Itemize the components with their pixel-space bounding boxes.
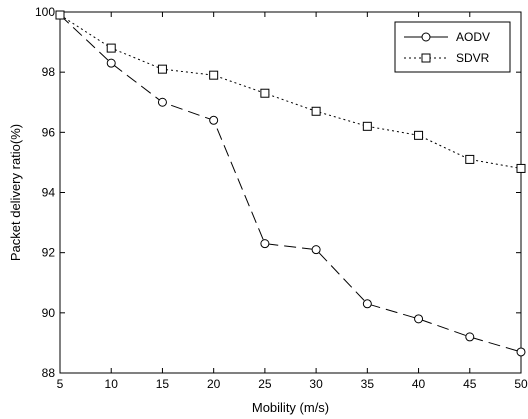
x-tick-label: 5 (57, 377, 64, 391)
data-point-aodv (516, 347, 526, 357)
y-tick-label: 88 (42, 366, 56, 380)
data-point-aodv (362, 299, 372, 309)
legend-marker-sdvr (421, 53, 431, 63)
data-point-aodv (209, 115, 219, 125)
data-point-sdvr (55, 10, 65, 20)
data-point-aodv (260, 239, 270, 249)
y-axis-label: Packet delivery ratio(%) (8, 124, 23, 261)
series-line-sdvr (59, 14, 522, 169)
y-tick-label: 100 (35, 5, 55, 19)
data-point-sdvr (157, 64, 167, 74)
data-point-sdvr (311, 106, 321, 116)
x-tick-label: 45 (463, 377, 477, 391)
data-point-aodv (106, 58, 116, 68)
x-tick-label: 15 (156, 377, 170, 391)
y-axis-ticks: 88 90 92 94 96 98 100 (35, 5, 521, 380)
x-tick-label: 50 (514, 377, 528, 391)
data-point-sdvr (414, 130, 424, 140)
y-tick-label: 98 (42, 65, 56, 79)
y-tick-label: 90 (42, 306, 56, 320)
data-point-aodv (465, 332, 475, 342)
data-point-aodv (311, 245, 321, 255)
legend-box (394, 21, 511, 73)
x-tick-label: 35 (361, 377, 375, 391)
legend-label-sdvr: SDVR (456, 51, 490, 65)
data-point-sdvr (362, 121, 372, 131)
series-layer (55, 10, 526, 357)
x-tick-label: 10 (105, 377, 119, 391)
x-axis-label: Mobility (m/s) (252, 400, 329, 415)
y-tick-label: 94 (42, 186, 56, 200)
x-tick-label: 30 (309, 377, 323, 391)
data-point-sdvr (516, 163, 526, 173)
x-tick-label: 20 (207, 377, 221, 391)
data-point-sdvr (465, 154, 475, 164)
data-point-aodv (414, 314, 424, 324)
y-tick-label: 96 (42, 125, 56, 139)
legend-label-aodv: AODV (456, 30, 490, 44)
data-point-sdvr (106, 43, 116, 53)
x-tick-label: 25 (258, 377, 272, 391)
x-tick-label: 40 (412, 377, 426, 391)
series-line-aodv (59, 14, 522, 353)
y-tick-label: 92 (42, 246, 56, 260)
data-point-sdvr (260, 88, 270, 98)
legend-marker-aodv (421, 32, 431, 42)
x-axis-ticks: 5 10 15 20 25 30 35 40 45 50 (57, 12, 528, 391)
data-point-aodv (157, 97, 167, 107)
data-point-sdvr (209, 70, 219, 80)
legend: AODV SDVR (394, 21, 511, 73)
